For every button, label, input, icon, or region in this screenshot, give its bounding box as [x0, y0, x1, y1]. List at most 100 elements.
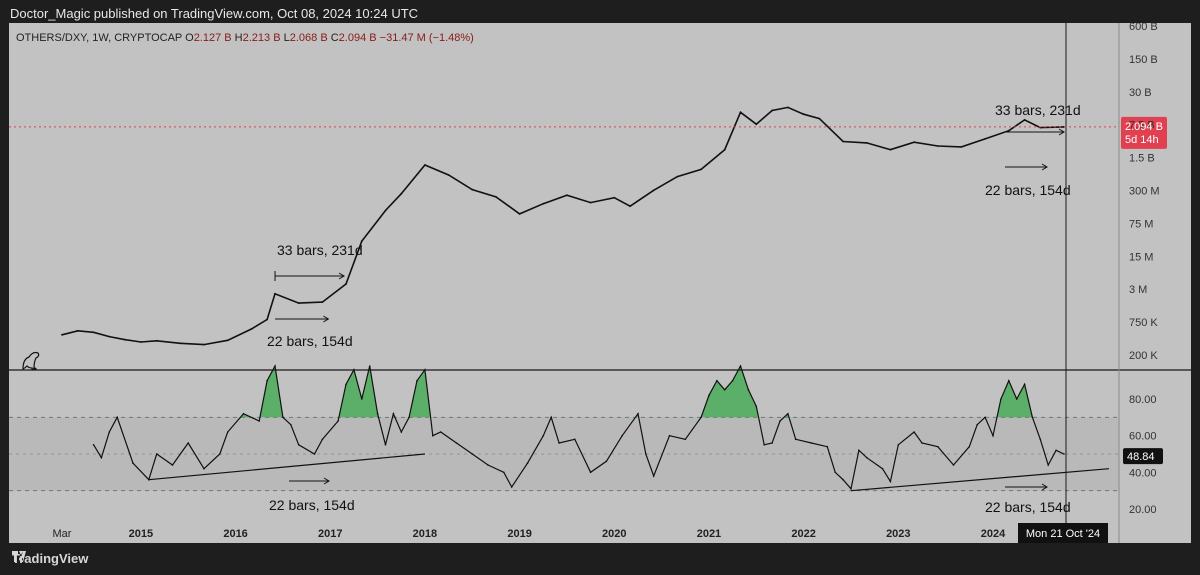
rsi-point: [345, 383, 347, 386]
price-point: [629, 205, 631, 208]
rsi-point: [108, 431, 111, 433]
rsi-point: [187, 442, 189, 444]
cursor-date-badge: [1018, 523, 1108, 543]
ohlc-low: 2.068 B: [290, 32, 331, 44]
price-point: [652, 189, 655, 192]
rsi-point: [132, 462, 134, 465]
ohlc-low-label: L: [284, 32, 290, 44]
price-point: [250, 328, 253, 330]
chart-svg: 600 B 150 B 30 B 7.5 B 1.5 B 300 M 75 M 15 M 3 M…: [9, 23, 1191, 543]
rsi-point: [771, 442, 773, 444]
price-axis-tick: 3 M: [1129, 284, 1147, 296]
rsi-point: [290, 423, 292, 426]
rsi-point: [952, 464, 955, 466]
x-axis-tick: 2024: [981, 528, 1006, 540]
price-point: [865, 142, 868, 144]
ohlc-close: 2.094 B: [339, 32, 380, 44]
rsi-point: [400, 431, 403, 433]
price-point: [739, 111, 742, 114]
rsi-point: [645, 453, 647, 455]
price-point: [495, 195, 497, 198]
rsi-point: [834, 471, 836, 474]
annotation-label: 22 bars, 154d: [267, 333, 353, 349]
price-series-line: [61, 106, 1065, 346]
price-point: [613, 196, 616, 199]
rsi-point: [708, 394, 710, 397]
rsi-point: [763, 444, 765, 446]
tradingview-footer[interactable]: TradingView: [12, 551, 88, 566]
rsi-point: [392, 412, 395, 415]
price-axis-tick: 15 M: [1129, 251, 1153, 263]
price-point: [155, 339, 158, 342]
price-point: [802, 113, 805, 116]
rsi-point: [439, 431, 442, 433]
price-point: [471, 188, 474, 191]
rsi-trendline: [148, 453, 425, 481]
x-axis-tick: 2023: [886, 528, 910, 540]
price-point: [345, 283, 347, 285]
price-point: [360, 240, 363, 243]
price-point: [424, 164, 426, 166]
rsi-point: [526, 462, 529, 465]
rsi-point: [558, 442, 560, 444]
rsi-point: [1055, 449, 1057, 452]
price-axis-tick: 600 B: [1129, 23, 1158, 33]
rsi-point: [684, 438, 687, 441]
rsi-point: [968, 445, 971, 448]
rsi-point: [361, 398, 363, 400]
rsi-point: [550, 416, 552, 419]
price-axis-tick: 750 K: [1129, 317, 1158, 329]
rsi-point: [1031, 416, 1034, 419]
x-axis-tick: 2017: [318, 528, 342, 540]
price-point: [518, 213, 521, 215]
rsi-point: [376, 412, 379, 415]
annotation-label: 22 bars, 154d: [985, 499, 1071, 515]
price-axis-tick: 150 B: [1129, 54, 1158, 66]
price-point: [400, 192, 403, 195]
price-axis-tick: 300 M: [1129, 186, 1160, 198]
price-point: [76, 329, 79, 332]
rsi-point: [937, 445, 939, 448]
rsi-point: [455, 442, 458, 444]
rsi-point: [605, 460, 608, 463]
price-point: [140, 341, 142, 343]
rsi-point: [984, 416, 986, 419]
price-point: [384, 209, 387, 212]
chart-area[interactable]: 600 B 150 B 30 B 7.5 B 1.5 B 300 M 75 M 15 M 3 M…: [9, 23, 1191, 543]
chart-legend: OTHERS/DXY, 1W, CRYPTOCAP O2.127 B H2.21…: [16, 32, 474, 44]
rsi-point: [787, 412, 789, 415]
annotation-arrow-head: [1058, 128, 1065, 136]
ohlc-close-label: C: [331, 32, 339, 44]
rsi-point: [242, 412, 245, 415]
rsi-point: [92, 444, 95, 446]
price-point: [179, 342, 182, 345]
price-point: [771, 109, 773, 112]
price-axis-tick: 200 K: [1129, 350, 1158, 362]
price-point: [566, 194, 568, 197]
rsi-point: [432, 434, 434, 437]
rsi-point: [155, 453, 158, 455]
ohlc-high: 2.213 B: [243, 32, 284, 44]
price-point: [1007, 129, 1010, 132]
x-axis-tick: 2020: [602, 528, 626, 540]
rsi-point: [637, 412, 639, 415]
price-point: [723, 148, 726, 151]
rsi-point: [826, 445, 829, 448]
rsi-point: [510, 486, 513, 488]
price-point: [676, 175, 679, 178]
rsi-axis-tick: 80.00: [1129, 394, 1157, 406]
last-price-badge: [1121, 116, 1167, 149]
rsi-point: [416, 379, 418, 382]
rsi-point: [921, 442, 923, 444]
price-point: [297, 302, 300, 304]
rsi-point: [408, 416, 410, 419]
price-point: [889, 148, 892, 151]
price-point: [936, 145, 939, 147]
rsi-axis-tick: 60.00: [1129, 431, 1157, 443]
rsi-point: [100, 456, 103, 459]
chart-title: OTHERS/DXY, 1W, CRYPTOCAP: [16, 32, 185, 44]
price-point: [92, 331, 95, 334]
rsi-point: [1023, 383, 1026, 386]
rsi-point: [779, 420, 781, 422]
annotation-arrow-head: [1041, 483, 1048, 491]
